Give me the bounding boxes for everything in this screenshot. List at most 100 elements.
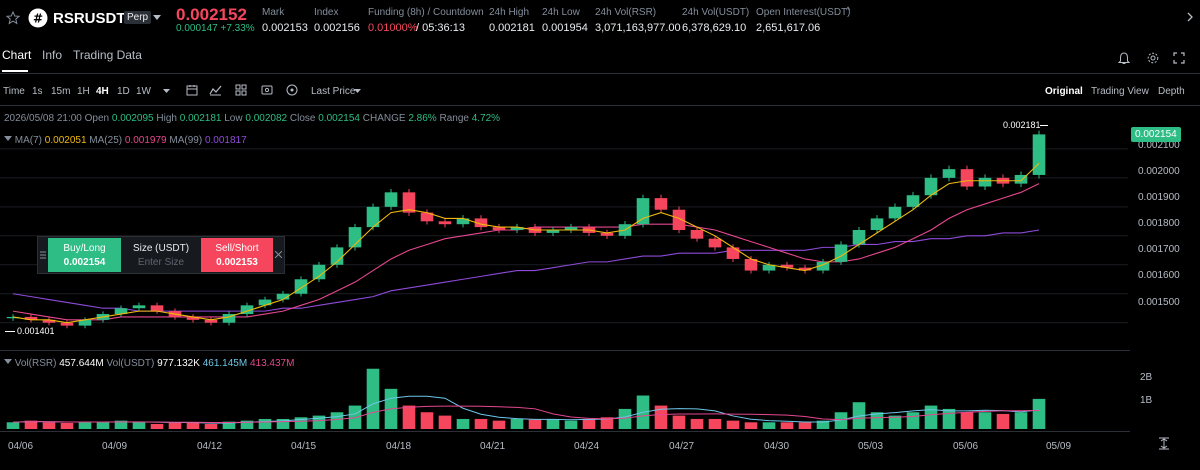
chart-layout-icon[interactable] bbox=[235, 84, 247, 96]
volume-bar bbox=[510, 418, 524, 429]
date-tick: 04/09 bbox=[102, 441, 128, 452]
volume-ma2-line bbox=[12, 405, 1040, 424]
buy-long-button[interactable]: Buy/Long 0.002154 bbox=[48, 238, 121, 272]
sell-label: Sell/Short bbox=[215, 243, 259, 254]
volume-bar bbox=[492, 420, 506, 429]
candle-body bbox=[888, 206, 902, 219]
toolbar-divider bbox=[0, 105, 1200, 106]
volume-bar bbox=[564, 420, 578, 429]
interval-1w[interactable]: 1W bbox=[136, 86, 151, 97]
volume-bar bbox=[978, 412, 992, 429]
interval-1s[interactable]: 1s bbox=[32, 86, 43, 97]
volume-bar bbox=[582, 418, 596, 429]
tab-info[interactable]: Info bbox=[42, 48, 63, 62]
tab-chart[interactable]: Chart bbox=[2, 48, 32, 62]
high-label: High bbox=[156, 113, 177, 124]
buy-price: 0.002154 bbox=[63, 257, 106, 268]
interval-15m[interactable]: 15m bbox=[51, 86, 71, 97]
price-type-dropdown-icon[interactable] bbox=[354, 89, 361, 94]
calendar-icon[interactable] bbox=[186, 84, 198, 96]
candle-body bbox=[762, 264, 776, 271]
symbol-name[interactable]: RSRUSDT bbox=[53, 10, 126, 27]
size-input[interactable]: Size (USDT) Enter Size bbox=[123, 238, 199, 272]
price-tick: 0.002100 bbox=[1138, 140, 1180, 151]
volume-bar bbox=[924, 405, 938, 429]
volume-tick: 2B bbox=[1140, 372, 1153, 383]
price-tick: 0.001500 bbox=[1138, 297, 1180, 308]
candle-body bbox=[294, 279, 308, 294]
view-original[interactable]: Original bbox=[1045, 86, 1083, 97]
bell-icon[interactable] bbox=[1118, 52, 1130, 65]
settings-icon[interactable] bbox=[1147, 52, 1159, 64]
date-tick: 05/03 bbox=[858, 441, 884, 452]
close-icon[interactable] bbox=[275, 251, 282, 258]
high-24h-value: 0.002181 bbox=[489, 22, 535, 34]
drag-handle-icon[interactable] bbox=[40, 250, 46, 260]
date-tick: 04/18 bbox=[386, 441, 412, 452]
drawing-tools-icon[interactable] bbox=[261, 84, 273, 96]
candle-body bbox=[402, 192, 416, 213]
volume-bar bbox=[870, 412, 884, 429]
candle-body bbox=[942, 169, 956, 178]
close-value: 0.002154 bbox=[318, 113, 360, 124]
volume-divider bbox=[0, 350, 1130, 351]
candle-body bbox=[798, 267, 812, 271]
star-icon[interactable] bbox=[6, 11, 20, 25]
caret-up-icon[interactable]: ^ bbox=[846, 5, 851, 15]
view-trading-view[interactable]: Trading View bbox=[1091, 86, 1149, 97]
display-settings-icon[interactable] bbox=[286, 84, 298, 96]
chevron-right-icon[interactable] bbox=[1186, 12, 1194, 22]
close-label: Close bbox=[289, 113, 316, 124]
volume-bar bbox=[60, 422, 74, 429]
collapse-volume-icon[interactable] bbox=[4, 358, 12, 366]
mark-value: 0.002153 bbox=[262, 22, 308, 34]
date-tick: 04/12 bbox=[197, 441, 223, 452]
ma99-line bbox=[12, 229, 1040, 312]
time-label[interactable]: Time bbox=[3, 86, 25, 97]
candle-body bbox=[438, 221, 452, 225]
interval-1h[interactable]: 1H bbox=[77, 86, 90, 97]
volume-bars bbox=[6, 368, 1046, 429]
volume-bar bbox=[528, 419, 542, 429]
high-marker: 0.002181 bbox=[1003, 120, 1041, 130]
candle-body bbox=[6, 316, 20, 319]
tab-trading-data[interactable]: Trading Data bbox=[73, 48, 142, 62]
sell-short-button[interactable]: Sell/Short 0.002153 bbox=[201, 238, 273, 272]
ma7-label: MA(7) bbox=[14, 135, 43, 146]
change-value: 2.86% bbox=[408, 113, 437, 124]
vol-usdt-value: 977.132K bbox=[157, 358, 200, 369]
price-chart[interactable] bbox=[0, 107, 1130, 437]
candle-body bbox=[186, 316, 200, 320]
candle-body bbox=[780, 264, 794, 268]
volume-bar bbox=[132, 422, 146, 429]
interval-dropdown-icon[interactable] bbox=[163, 89, 170, 94]
chevron-down-icon[interactable] bbox=[153, 15, 161, 21]
ma25-value: 0.001979 bbox=[124, 135, 167, 146]
interval-1d[interactable]: 1D bbox=[117, 86, 130, 97]
volume-bar bbox=[186, 422, 200, 429]
interval-4h[interactable]: 4H bbox=[96, 86, 109, 97]
volume-bar bbox=[96, 422, 110, 429]
ticker-header: # RSRUSDT Perp 0.002152 0.000147 +7.33% … bbox=[0, 0, 1200, 38]
view-depth[interactable]: Depth bbox=[1158, 86, 1185, 97]
volume-bar bbox=[294, 417, 308, 429]
candle-body bbox=[870, 218, 884, 230]
ma99-value: 0.001817 bbox=[204, 135, 247, 146]
candle-body bbox=[906, 195, 920, 207]
open-value: 0.002095 bbox=[111, 113, 154, 124]
candle-body bbox=[42, 319, 56, 323]
collapse-icon[interactable] bbox=[4, 135, 12, 143]
fullscreen-icon[interactable] bbox=[1173, 52, 1185, 64]
low-marker: 0.001401 bbox=[17, 326, 55, 336]
scale-toggle-icon[interactable] bbox=[1158, 437, 1170, 450]
price-type-select[interactable]: Last Price bbox=[311, 86, 356, 97]
candle-body bbox=[816, 261, 830, 271]
volume-bar bbox=[546, 418, 560, 429]
low-marker-line bbox=[5, 331, 15, 332]
price-tick: 0.001900 bbox=[1138, 192, 1180, 203]
indicator-icon[interactable] bbox=[209, 84, 222, 96]
vol-ma2-value: 413.437M bbox=[249, 358, 295, 369]
vol-usdt-label: Vol(USDT) bbox=[106, 358, 155, 369]
date-tick: 04/24 bbox=[574, 441, 600, 452]
low-24h-value: 0.001954 bbox=[542, 22, 588, 34]
